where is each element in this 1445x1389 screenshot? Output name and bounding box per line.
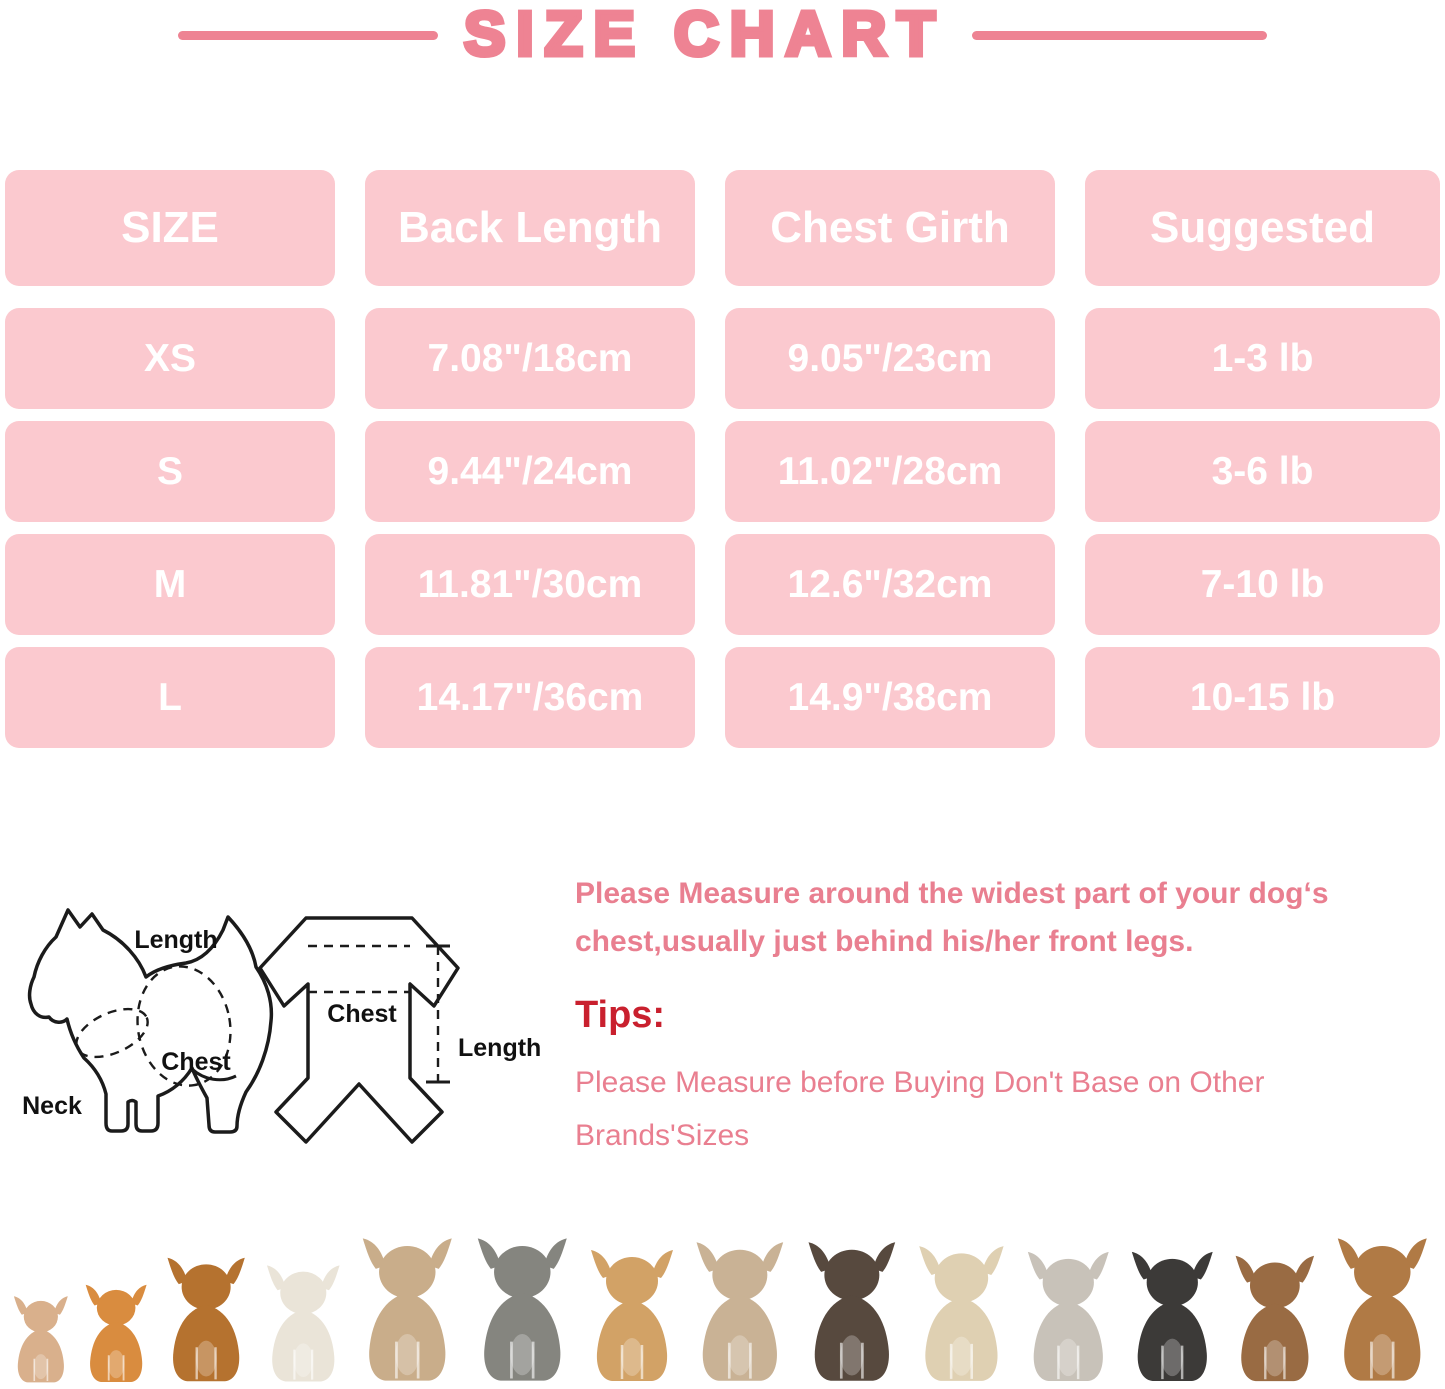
dog-photo-shih-tzu	[353, 1233, 462, 1385]
header-cell-back-length: Back Length	[365, 170, 695, 286]
cell-size: L	[5, 647, 335, 748]
cell-chest: 9.05"/23cm	[725, 308, 1055, 409]
dog-photo-poodle	[910, 1241, 1013, 1385]
dog-breed-strip	[8, 1225, 1437, 1385]
cell-chest: 11.02"/28cm	[725, 421, 1055, 522]
dog-photo-jack-russell	[1019, 1247, 1118, 1385]
cell-weight: 10-15 lb	[1085, 647, 1440, 748]
dog-length-label: Length	[134, 926, 217, 954]
cell-weight: 3-6 lb	[1085, 421, 1440, 522]
notes-section: Please Measure around the widest part of…	[575, 870, 1355, 1162]
title-rule-left	[178, 30, 438, 40]
dog-photo-havanese	[582, 1245, 682, 1385]
title-rule-right	[972, 30, 1267, 40]
cell-size: S	[5, 421, 335, 522]
cell-size: M	[5, 534, 335, 635]
dog-photo-beagle	[1328, 1233, 1437, 1385]
cell-back: 11.81"/30cm	[365, 534, 695, 635]
cell-size: XS	[5, 308, 335, 409]
cell-weight: 7-10 lb	[1085, 534, 1440, 635]
tips-body-text: Please Measure before Buying Don't Base …	[575, 1066, 1265, 1152]
garment-length-label: Length	[458, 1034, 541, 1062]
cell-chest: 14.9"/38cm	[725, 647, 1055, 748]
table-row-s: S 9.44"/24cm 11.02"/28cm 3-6 lb	[5, 421, 1440, 522]
table-header-row: SIZE Back Length Chest Girth Suggested	[5, 170, 1440, 286]
garment-chest-label: Chest	[327, 1000, 397, 1028]
dog-photo-bichon-frise	[259, 1261, 348, 1385]
dog-photo-pomeranian	[79, 1281, 153, 1385]
dog-photo-schnauzer	[468, 1233, 577, 1385]
garment-outline-icon	[258, 916, 460, 1144]
title-bar: SIZE CHART	[0, 0, 1445, 69]
table-body: XS 7.08"/18cm 9.05"/23cm 1-3 lb S 9.44"/…	[5, 308, 1440, 748]
cell-back: 14.17"/36cm	[365, 647, 695, 748]
size-chart-table: SIZE Back Length Chest Girth Suggested X…	[5, 170, 1440, 748]
table-row-l: L 14.17"/36cm 14.9"/38cm 10-15 lb	[5, 647, 1440, 748]
page-title: SIZE CHART	[462, 0, 946, 69]
dog-photo-boston-terrier	[1123, 1247, 1222, 1385]
dog-photo-pug	[687, 1237, 793, 1385]
dog-neck-label: Neck	[22, 1092, 82, 1120]
measuring-diagram-icon: Length Chest Neck Chest Length	[22, 908, 541, 1144]
tips-heading: Tips:	[575, 994, 666, 1036]
cell-weight: 1-3 lb	[1085, 308, 1440, 409]
table-row-xs: XS 7.08"/18cm 9.05"/23cm 1-3 lb	[5, 308, 1440, 409]
cell-back: 7.08"/18cm	[365, 308, 695, 409]
dog-photo-toy-poodle	[159, 1253, 253, 1385]
cell-chest: 12.6"/32cm	[725, 534, 1055, 635]
header-cell-chest-girth: Chest Girth	[725, 170, 1055, 286]
table-row-m: M 11.81"/30cm 12.6"/32cm 7-10 lb	[5, 534, 1440, 635]
header-cell-suggested: Suggested	[1085, 170, 1440, 286]
dog-photo-french-bulldog	[1227, 1251, 1323, 1385]
dog-photo-chihuahua	[8, 1293, 74, 1385]
dog-chest-label: Chest	[161, 1048, 231, 1076]
header-cell-size: SIZE	[5, 170, 335, 286]
cell-back: 9.44"/24cm	[365, 421, 695, 522]
measure-instruction-text: Please Measure around the widest part of…	[575, 877, 1329, 958]
dog-photo-cavalier-spaniel	[799, 1237, 905, 1385]
